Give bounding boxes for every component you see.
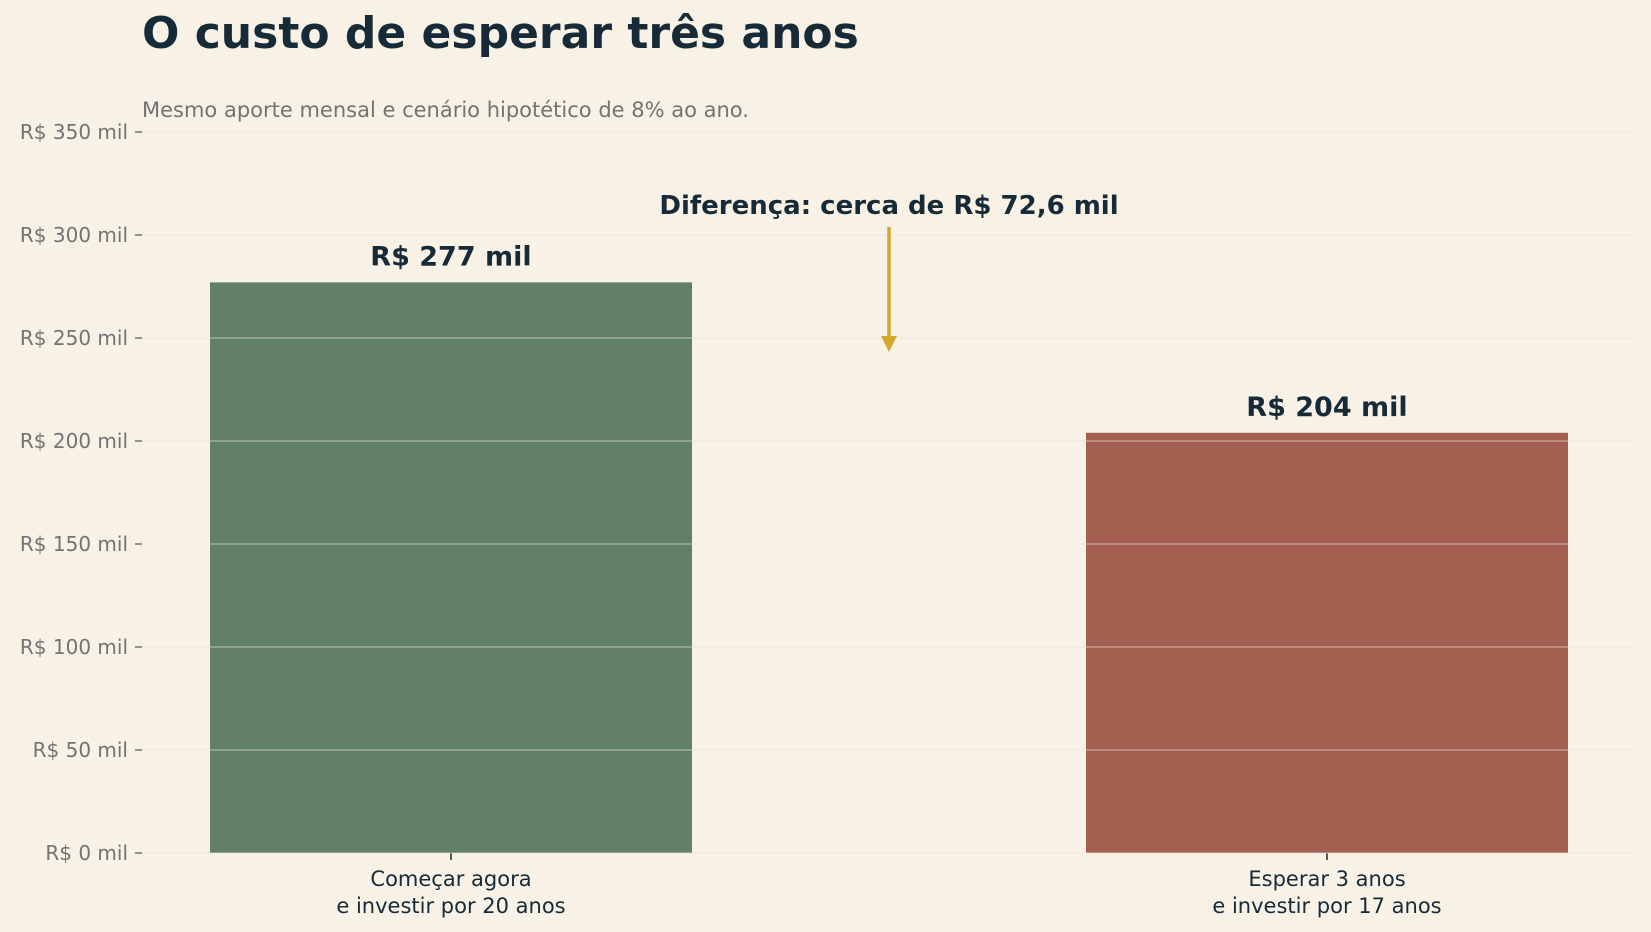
chart-title: O custo de esperar três anos xyxy=(142,8,859,59)
bar xyxy=(1086,432,1568,853)
axes: R$ 0 mil R$ 50 mil R$ 100 mil R$ 150 mil R$ … xyxy=(20,120,1442,918)
data-label: R$ 204 mil xyxy=(1246,392,1407,423)
x-tick-label: Começar agora xyxy=(370,867,531,891)
difference-annotation: Diferença: cerca de R$ 72,6 mil xyxy=(659,191,1118,221)
y-tick-label: R$ 100 mil xyxy=(20,635,128,659)
y-tick-label: R$ 250 mil xyxy=(20,326,128,350)
y-tick-label: R$ 200 mil xyxy=(20,429,128,453)
x-tick-label: Esperar 3 anos xyxy=(1248,867,1405,891)
chart-subtitle: Mesmo aporte mensal e cenário hipotético… xyxy=(142,98,749,122)
labels: R$ 277 mil R$ 204 mil xyxy=(142,131,1635,854)
data-label: R$ 277 mil xyxy=(370,241,531,272)
x-tick-label: e investir por 17 anos xyxy=(1212,894,1441,918)
y-tick-label: R$ 150 mil xyxy=(20,532,128,556)
x-tick-label: e investir por 20 anos xyxy=(336,894,565,918)
y-tick-label: R$ 0 mil xyxy=(45,841,128,865)
y-tick-label: R$ 300 mil xyxy=(20,223,128,247)
bar xyxy=(210,282,692,853)
y-tick-label: R$ 350 mil xyxy=(20,120,128,144)
annotation-arrow-head xyxy=(881,336,897,352)
y-tick-label: R$ 50 mil xyxy=(33,738,128,762)
annotation: Diferença: cerca de R$ 72,6 mil xyxy=(659,191,1119,352)
bars xyxy=(210,282,1568,853)
